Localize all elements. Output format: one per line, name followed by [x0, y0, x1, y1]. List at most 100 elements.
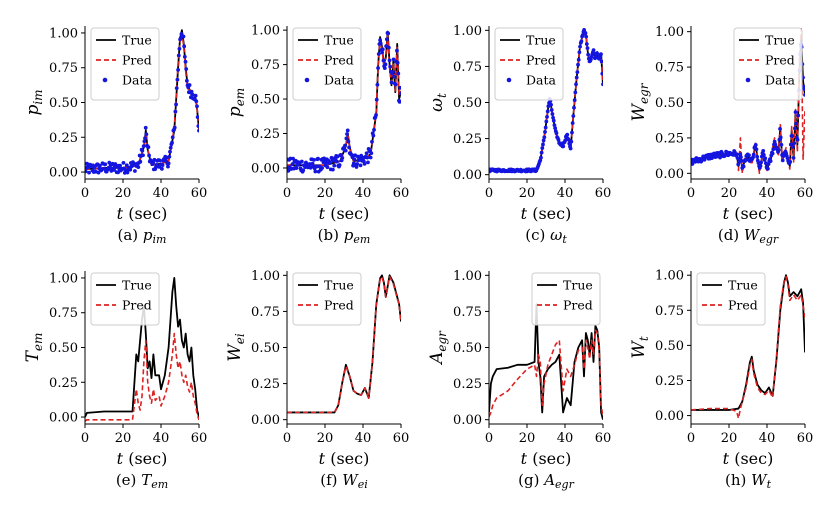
legend-label-pred: Pred	[526, 53, 556, 68]
panel-h: 0.00 0.25 0.50 0.75 1.00 0 20 40 60 t (sec) (h) Wt…	[629, 269, 813, 491]
y-tick-label: 1.00	[49, 26, 78, 41]
data-point	[570, 121, 575, 126]
x-tick-label: 20	[115, 431, 132, 446]
y-tick-label: 1.00	[49, 271, 78, 286]
data-point	[758, 163, 763, 168]
data-point	[569, 139, 574, 144]
y-axis-label: Wt	[629, 336, 651, 358]
panel-f: 0.00 0.25 0.50 0.75 1.00 0 20 40 60 t (sec) (f) We…	[225, 269, 409, 491]
data-point	[803, 92, 805, 97]
data-point	[753, 142, 758, 147]
data-point	[193, 93, 198, 98]
data-point	[780, 158, 785, 163]
x-tick-label: 40	[759, 186, 776, 201]
legend-label-pred: Pred	[122, 298, 152, 313]
data-point	[766, 166, 770, 171]
data-point	[761, 148, 766, 153]
x-axis-label: t (sec)	[117, 204, 168, 223]
panel-a: 0.00 0.25 0.50 0.75 1.00 0 20 40 60 t (sec) (a) pi…	[23, 26, 207, 246]
data-point	[382, 66, 387, 71]
data-point	[173, 109, 178, 114]
legend-label-pred: Pred	[324, 298, 354, 313]
y-tick-label: 0.00	[49, 411, 78, 426]
panel-g: 0.00 0.25 0.50 0.75 1.00 0 20 40 60 t (sec) (g) Ae…	[427, 269, 611, 491]
data-point	[600, 71, 603, 76]
data-point	[355, 162, 360, 166]
x-axis-label: t (sec)	[521, 449, 572, 468]
data-point	[554, 131, 559, 136]
series-true-line	[691, 274, 805, 411]
legend: True Pred	[696, 272, 766, 326]
x-tick-label: 20	[115, 186, 132, 201]
y-tick-label: 0.25	[655, 131, 684, 146]
data-point	[544, 119, 549, 124]
svg-text:pim: pim	[23, 89, 45, 115]
data-point	[541, 142, 545, 147]
y-tick-label: 0.75	[655, 61, 684, 76]
data-point	[791, 156, 796, 160]
caption: (a) pim	[118, 226, 167, 246]
data-point	[151, 160, 156, 165]
x-tick-label: 20	[721, 186, 738, 201]
series-data	[489, 27, 603, 174]
data-point	[556, 138, 561, 142]
data-point	[335, 159, 339, 164]
data-point	[166, 164, 170, 169]
y-tick-label: 0.50	[453, 341, 482, 356]
caption: (g) Aegr	[518, 471, 574, 491]
x-tick-label: 60	[595, 431, 612, 446]
data-point	[779, 142, 784, 147]
data-point	[565, 132, 570, 137]
y-tick-label: 0.50	[49, 341, 78, 356]
data-point	[332, 163, 337, 168]
data-point	[146, 145, 151, 150]
x-tick-label: 0	[687, 431, 695, 446]
data-point	[184, 67, 189, 71]
x-tick-label: 40	[355, 431, 372, 446]
data-point	[340, 156, 345, 160]
data-point	[552, 123, 557, 128]
data-point	[578, 44, 582, 49]
data-point	[299, 159, 304, 164]
y-tick-label: 1.00	[251, 269, 280, 284]
x-tick-label: 60	[393, 186, 410, 201]
data-point	[362, 161, 367, 166]
data-point	[294, 166, 299, 171]
data-point	[572, 105, 576, 110]
plot-area	[691, 274, 805, 420]
legend-frame	[531, 272, 601, 326]
data-point	[291, 156, 295, 161]
data-point	[395, 60, 400, 65]
x-tick-label: 40	[759, 431, 776, 446]
y-tick-label: 1.00	[655, 269, 684, 284]
y-tick-label: 0.00	[251, 161, 280, 176]
data-point	[96, 170, 101, 175]
y-tick-label: 0.25	[251, 377, 280, 392]
data-point	[316, 156, 320, 161]
x-tick-label: 60	[393, 431, 410, 446]
legend: True Pred	[531, 272, 601, 326]
plot-area	[287, 274, 401, 414]
panel-c: 0.00 0.25 0.50 0.75 1.00 0 20 40 60 t (sec) (c) ωt…	[427, 24, 611, 246]
data-point	[776, 148, 781, 152]
data-point	[763, 156, 768, 161]
x-axis-label: t (sec)	[319, 449, 370, 468]
data-point	[561, 144, 566, 149]
x-tick-label: 40	[355, 186, 372, 201]
x-tick-label: 0	[485, 431, 493, 446]
data-point	[97, 163, 102, 168]
data-point	[583, 31, 588, 35]
caption: (c) ωt	[525, 226, 567, 246]
data-point	[197, 128, 199, 133]
data-point	[345, 132, 349, 136]
y-tick-label: 0.00	[453, 413, 482, 428]
data-point	[194, 99, 199, 104]
data-point	[545, 109, 550, 114]
data-point	[187, 83, 192, 87]
data-point	[384, 37, 389, 42]
data-point	[795, 137, 800, 142]
data-point	[759, 160, 764, 165]
data-point	[549, 108, 554, 112]
y-tick-label: 0.00	[453, 168, 482, 183]
data-point	[365, 155, 370, 160]
